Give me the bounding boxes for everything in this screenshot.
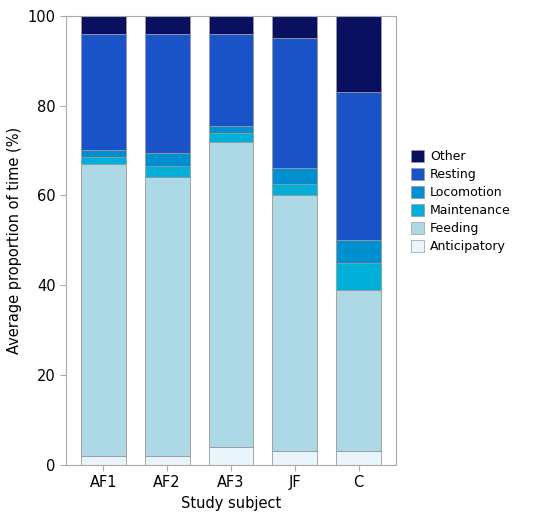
Bar [272,39,317,168]
X-axis label: Study subject: Study subject [181,496,281,511]
Bar [208,126,254,133]
Bar [145,34,190,153]
Bar [145,456,190,465]
Bar [336,16,381,92]
Bar [272,16,317,39]
Bar [145,177,190,456]
Bar [208,133,254,142]
Bar [208,16,254,34]
Bar [272,184,317,195]
Bar [81,164,126,456]
Bar [208,447,254,465]
Legend: Other, Resting, Locomotion, Maintenance, Feeding, Anticipatory: Other, Resting, Locomotion, Maintenance,… [409,148,513,256]
Bar [272,451,317,465]
Bar [145,153,190,166]
Bar [336,289,381,451]
Bar [81,456,126,465]
Bar [336,263,381,289]
Bar [336,240,381,263]
Bar [81,34,126,150]
Bar [145,166,190,177]
Bar [272,168,317,184]
Bar [81,150,126,157]
Bar [336,451,381,465]
Y-axis label: Average proportion of time (%): Average proportion of time (%) [7,127,22,354]
Bar [81,16,126,34]
Bar [145,16,190,34]
Bar [208,142,254,447]
Bar [81,157,126,164]
Bar [208,34,254,126]
Bar [336,92,381,240]
Bar [272,195,317,451]
